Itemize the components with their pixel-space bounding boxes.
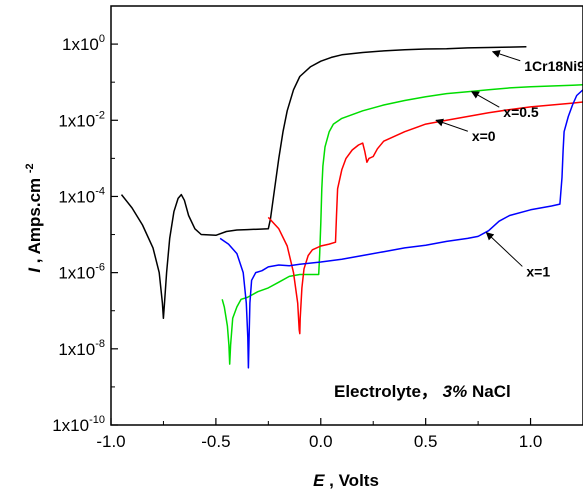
x-axis-symbol: E <box>313 471 325 490</box>
y-tick-label: 1x10-2 <box>58 109 105 130</box>
y-axis-unit: , Amps.cm <box>25 178 44 263</box>
plot-frame <box>110 5 583 426</box>
y-axis-unit-exponent: -2 <box>24 163 36 173</box>
electrolyte-suffix: NaCl <box>472 382 511 401</box>
y-tick-label: 1x10-8 <box>58 338 105 359</box>
y-tick-label: 1x10-6 <box>58 262 105 283</box>
x-tick-label: 0.5 <box>414 432 438 451</box>
y-tick-label: 1x100 <box>62 33 105 54</box>
electrolyte-percent: 3% <box>443 382 468 401</box>
series-leader-arrow <box>470 91 500 108</box>
electrolyte-note: Electrolyte， 3% NaCl <box>334 382 511 401</box>
y-axis-title: I , Amps.cm -2 <box>24 163 44 272</box>
series-line-2 <box>221 84 583 365</box>
tick-layer: -1.0 -0.5 0.0 0.5 1.0 1x100 1x10-2 1x10-4 1x10-6… <box>52 33 542 451</box>
series-label: x=0 <box>472 128 496 144</box>
x-tick-label: -1.0 <box>96 432 125 451</box>
series-label: x=1 <box>526 263 550 279</box>
y-tick-label: 1x10-4 <box>58 185 105 206</box>
series-label-layer: 1Cr18Ni9Ti x=0.5 x=0 x=1 <box>435 50 583 279</box>
y-tick-label: 1x10-10 <box>52 414 105 435</box>
x-tick-label: -0.5 <box>201 432 230 451</box>
series-leader-arrow <box>435 118 468 132</box>
series-layer <box>120 46 583 369</box>
x-axis-title: E , Volts <box>313 471 379 490</box>
series-line-1 <box>120 46 527 320</box>
electrolyte-prefix: Electrolyte， <box>334 382 438 401</box>
series-label: x=0.5 <box>503 104 539 120</box>
x-tick-label: 1.0 <box>519 432 543 451</box>
x-tick-label: 0.0 <box>309 432 333 451</box>
series-label: 1Cr18Ni9Ti <box>524 58 583 74</box>
series-line-3 <box>267 101 583 335</box>
series-leader-arrow <box>485 231 523 267</box>
series-leader-arrow <box>491 50 521 62</box>
y-axis-symbol: I <box>25 267 44 273</box>
x-axis-unit: , Volts <box>329 471 379 490</box>
series-line-4 <box>219 89 583 369</box>
